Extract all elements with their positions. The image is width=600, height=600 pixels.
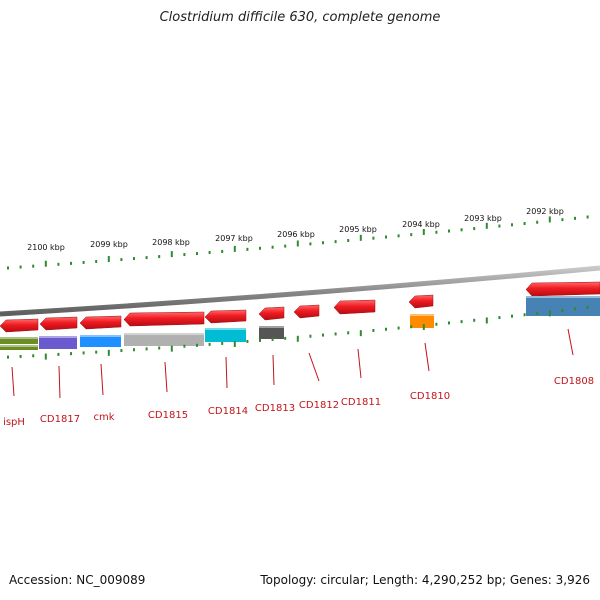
gene-label: ispH: [3, 417, 25, 428]
cog-block-highlight: [0, 345, 38, 347]
gene-label: CD1811: [341, 397, 381, 408]
scale-label: 2092 kbp: [526, 207, 564, 216]
gene-leader-line: [567, 328, 574, 356]
gene-arrow: [293, 304, 320, 319]
cog-block: [205, 328, 246, 342]
cog-block-highlight: [39, 336, 77, 338]
gene-leader-line: [58, 365, 61, 399]
scale-label: 2096 kbp: [277, 230, 315, 239]
scale-label: 2093 kbp: [464, 214, 502, 223]
genome-summary-text: Topology: circular; Length: 4,290,252 bp…: [260, 573, 590, 587]
cog-block-highlight: [124, 333, 204, 335]
gene-label: CD1812: [299, 400, 339, 411]
gene-features: [0, 281, 600, 333]
gene-label: cmk: [93, 412, 114, 423]
scale-label: 2098 kbp: [152, 238, 190, 247]
gene-leader-line: [11, 366, 15, 397]
gene-label: CD1817: [40, 414, 80, 425]
scale-label: 2094 kbp: [402, 220, 440, 229]
gene-labels: ispH CD1817 cmk CD1815 CD1814 CD1813 CD1812 CD1…: [3, 328, 594, 428]
gene-leader-line: [357, 348, 362, 379]
gene-leader-line: [308, 352, 320, 382]
cog-block-highlight: [0, 337, 38, 339]
gene-label: CD1813: [255, 403, 295, 414]
cog-block: [0, 345, 38, 350]
cog-block: [410, 314, 434, 328]
gene-leader-line: [272, 354, 275, 386]
cog-block-highlight: [205, 328, 246, 330]
cog-block: [124, 333, 204, 346]
gene-leader-line: [225, 356, 228, 389]
scale-label: 2095 kbp: [339, 225, 377, 234]
cog-block: [526, 296, 600, 316]
gene-arrow: [123, 311, 205, 327]
gene-label: CD1808: [554, 376, 594, 387]
gene-arrow: [258, 306, 285, 321]
cog-block: [0, 337, 38, 344]
gene-arrow: [79, 315, 122, 330]
gene-leader-line: [164, 361, 168, 393]
outer-tick-marks: [7, 215, 589, 270]
cog-block-highlight: [410, 314, 434, 316]
gene-arrow: [525, 281, 600, 297]
genome-backbone: [0, 265, 600, 317]
gene-arrow: [39, 316, 78, 331]
cog-blocks: [0, 296, 600, 350]
cog-block: [80, 335, 121, 347]
gene-arrow: [0, 318, 39, 333]
gene-arrow: [333, 299, 376, 315]
scale-label: 2100 kbp: [27, 243, 65, 252]
scale-labels: 2100 kbp 2099 kbp 2098 kbp 2097 kbp 2096 kbp…: [27, 207, 564, 252]
map-title: Clostridium difficile 630, complete geno…: [159, 10, 441, 25]
cog-block-highlight: [80, 335, 121, 337]
scale-label: 2099 kbp: [90, 240, 128, 249]
inner-tick-marks: [7, 305, 589, 360]
cog-block: [259, 326, 284, 339]
gene-leader-line: [424, 342, 430, 372]
gene-label: CD1815: [148, 410, 188, 421]
gene-leader-line: [100, 363, 104, 396]
cog-block-highlight: [259, 326, 284, 328]
gene-arrow: [204, 309, 247, 324]
scale-label: 2097 kbp: [215, 234, 253, 243]
cog-block-highlight: [526, 296, 600, 298]
accession-text: Accession: NC_009089: [9, 573, 146, 587]
gene-label: CD1814: [208, 406, 248, 417]
gene-label: CD1810: [410, 391, 450, 402]
gene-arrow: [408, 294, 434, 309]
cog-block: [39, 336, 77, 349]
